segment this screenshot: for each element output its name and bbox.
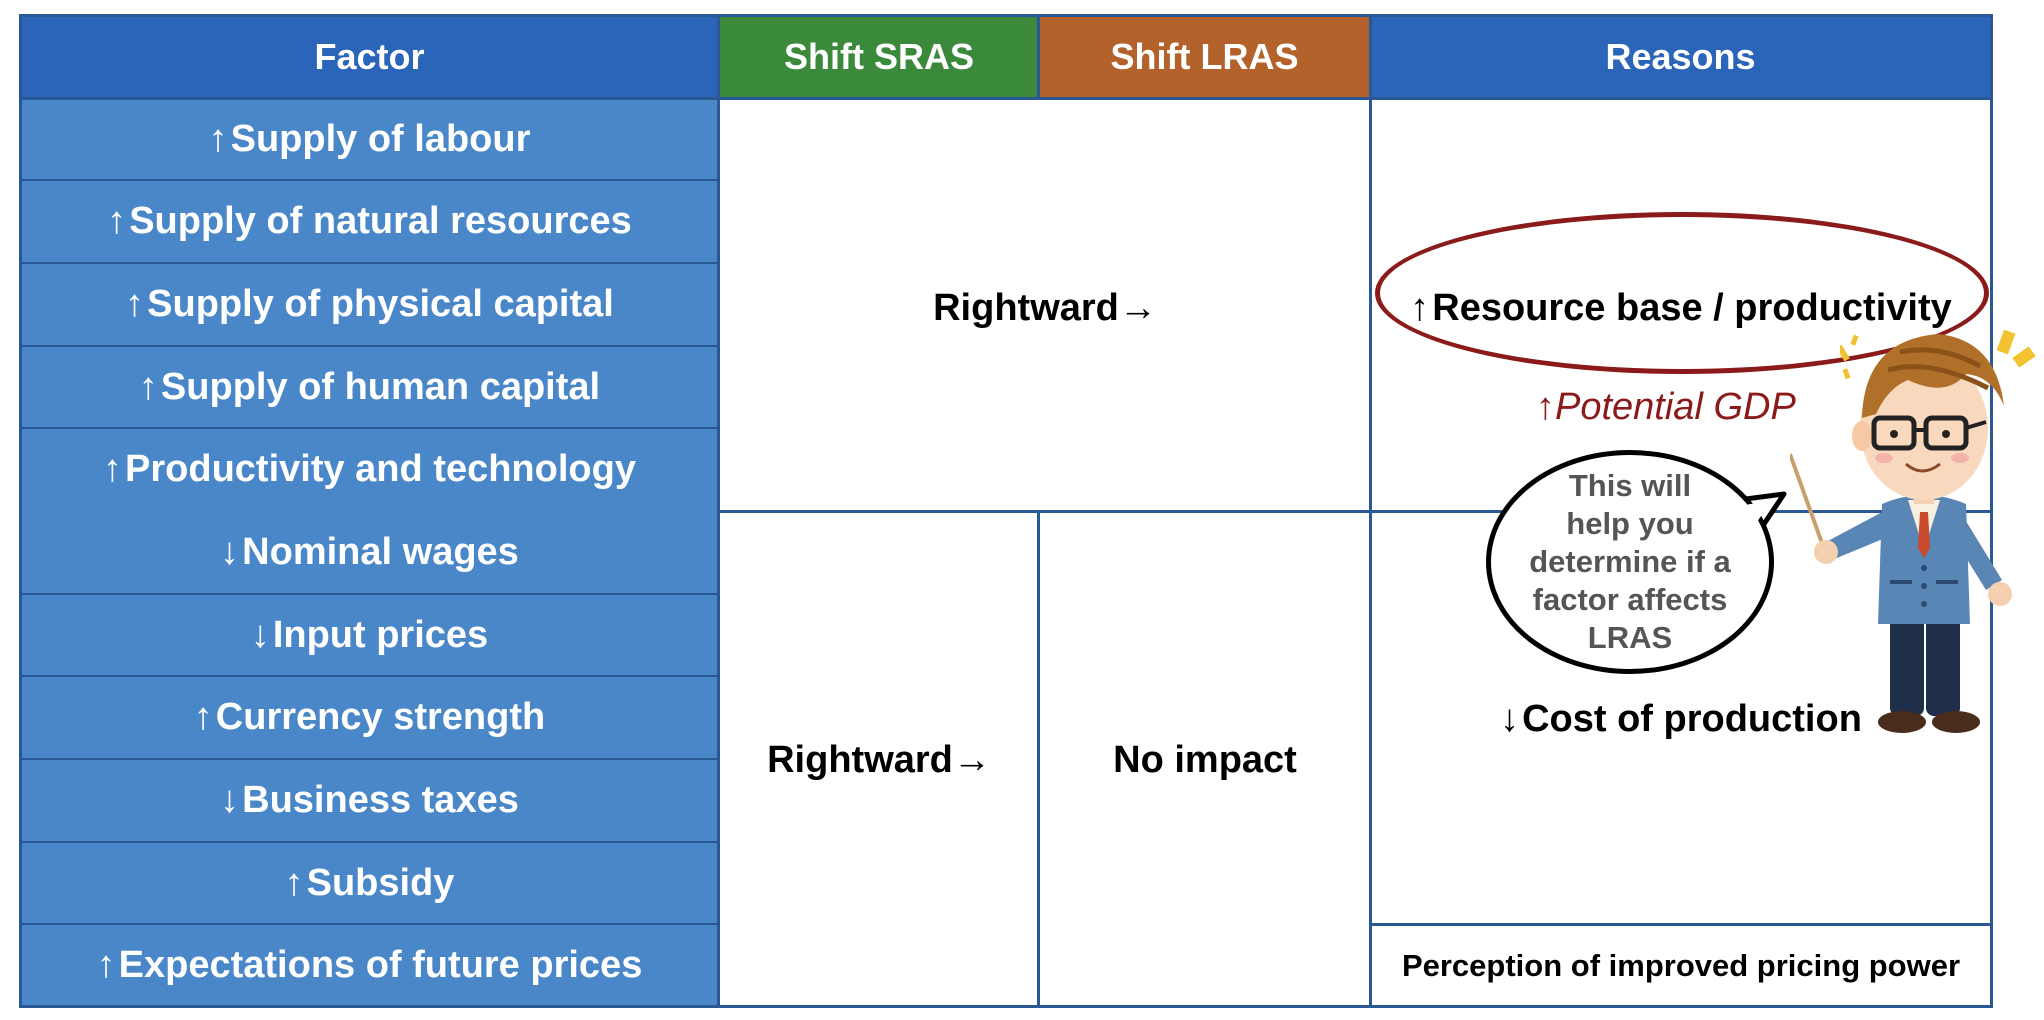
- arrow-up-icon: ↑: [103, 448, 123, 490]
- group3-reason-label: Perception of improved pricing power: [1401, 948, 1961, 983]
- group2-lras: No impact: [1040, 715, 1370, 805]
- factor-row: ↑ Currency strength: [20, 676, 719, 759]
- factor-row-divider: [19, 758, 719, 760]
- potential-gdp-label: Potential GDP: [1555, 386, 1796, 428]
- cartoon-teacher-with-pointer-icon: [1790, 334, 2012, 733]
- factor-row: ↓ Business taxes: [20, 759, 719, 842]
- factor-row: ↑ Supply of human capital: [20, 346, 719, 428]
- table-border-bottom: [19, 1005, 1993, 1008]
- factor-row: ↑ Expectations of future prices: [20, 924, 719, 1007]
- group3-reason: Perception of improved pricing power: [1372, 926, 1990, 1006]
- factor-label: Supply of natural resources: [129, 200, 632, 242]
- factor-row: ↑ Supply of physical capital: [20, 263, 719, 346]
- potential-gdp-note: ↑Potential GDP: [1536, 386, 1796, 429]
- factor-label: Supply of human capital: [160, 365, 601, 408]
- header-reasons: Reasons: [1370, 16, 1991, 98]
- group1-reason: ↑ Resource base / productivity: [1372, 263, 1990, 353]
- arrow-up-icon: ↑: [138, 365, 158, 408]
- arrow-down-icon: ↓: [250, 613, 270, 656]
- factor-label: Business taxes: [242, 779, 519, 821]
- factor-row: ↑ Supply of natural resources: [20, 180, 719, 263]
- arrow-down-icon: ↓: [1500, 697, 1520, 740]
- factor-label: Expectations of future prices: [118, 944, 643, 986]
- header-shift-sras: Shift SRAS: [719, 16, 1039, 98]
- arrow-down-icon: ↓: [220, 531, 240, 573]
- group2-sras-label: Rightward→: [767, 738, 991, 781]
- speech-line: help you: [1566, 506, 1694, 541]
- factor-row-divider: [19, 345, 719, 347]
- group2-reason-label: Cost of production: [1522, 697, 1862, 740]
- arrow-up-icon: ↑: [193, 696, 213, 738]
- reason-highlight-ellipse: [1375, 212, 1989, 374]
- factor-row-divider: [19, 179, 719, 181]
- speech-line: LRAS: [1587, 620, 1673, 655]
- header-shift-lras: Shift LRAS: [1039, 16, 1370, 98]
- factor-row: ↑ Subsidy: [20, 842, 719, 924]
- factor-label: Supply of labour: [230, 117, 531, 160]
- factor-row-divider: [19, 262, 719, 264]
- factor-label: Supply of physical capital: [147, 283, 614, 325]
- factor-row: ↓ Nominal wages: [20, 511, 719, 594]
- factor-row-divider: [19, 593, 719, 595]
- speech-line: This will: [1568, 468, 1692, 503]
- header-factor: Factor: [20, 16, 719, 98]
- group2-lras-label: No impact: [1113, 738, 1297, 781]
- table-border-top: [19, 14, 1993, 17]
- header-reasons-label: Reasons: [1605, 36, 1756, 77]
- speech-line: determine if a: [1529, 544, 1731, 579]
- speech-line: factor affects: [1532, 582, 1728, 617]
- factor-label: Nominal wages: [242, 531, 519, 573]
- arrow-up-icon: ↑: [1410, 286, 1430, 329]
- arrow-up-icon: ↑: [107, 200, 127, 242]
- factor-row: ↓ Input prices: [20, 594, 719, 676]
- arrow-up-icon: ↑: [284, 861, 304, 904]
- sparkle-icon: [1840, 329, 2036, 380]
- arrow-down-icon: ↓: [220, 779, 240, 821]
- reasons-last-row-divider: [1370, 923, 1993, 926]
- header-sras-label: Shift SRAS: [783, 36, 974, 77]
- factor-row-divider: [19, 675, 719, 677]
- arrow-up-icon: ↑: [208, 117, 228, 160]
- arrow-up-icon: ↑: [1536, 386, 1555, 428]
- arrow-up-icon: ↑: [125, 283, 145, 325]
- factor-label: Productivity and technology: [125, 448, 636, 490]
- header-factor-label: Factor: [314, 36, 425, 77]
- factor-label: Currency strength: [215, 696, 546, 738]
- group1-shift-label: Rightward→: [933, 286, 1157, 329]
- speech-bubble: This will help you determine if a factor…: [1486, 450, 1774, 674]
- group2-sras: Rightward→: [720, 715, 1038, 805]
- factor-row: ↑ Supply of labour: [20, 98, 719, 180]
- header-divider: [19, 97, 1993, 100]
- group-divider: [719, 510, 1993, 513]
- arrow-up-icon: ↑: [96, 944, 116, 986]
- group1-shift-both: Rightward→: [720, 263, 1370, 353]
- factor-row-divider: [19, 841, 719, 843]
- group1-reason-label: Resource base / productivity: [1432, 286, 1952, 329]
- factor-row-divider: [19, 427, 719, 429]
- header-lras-label: Shift LRAS: [1110, 36, 1299, 77]
- factor-row-divider: [19, 923, 719, 925]
- factor-label: Input prices: [272, 613, 489, 656]
- sras-lras-header-divider: [1037, 14, 1040, 98]
- sras-lras-lower-divider: [1037, 510, 1040, 1008]
- factor-label: Subsidy: [306, 861, 455, 904]
- table-border-left: [19, 14, 22, 1008]
- factor-row: ↑ Productivity and technology: [20, 428, 719, 511]
- group2-reason: ↓ Cost of production: [1372, 674, 1990, 764]
- factor-column-divider: [717, 14, 720, 1008]
